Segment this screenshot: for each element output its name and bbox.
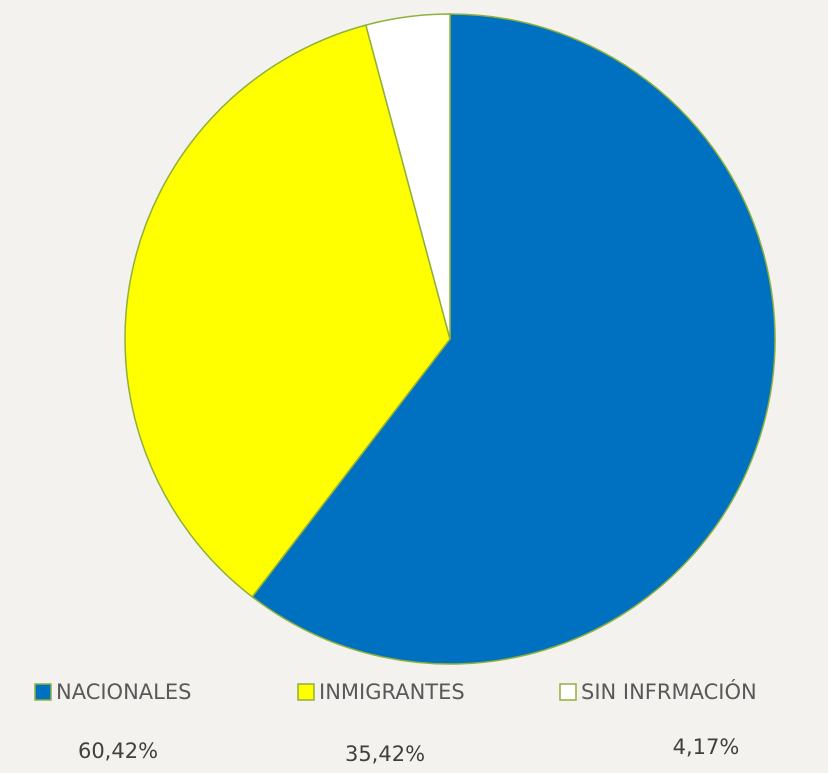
- legend-label: SIN INFRMACIÓN: [581, 679, 757, 704]
- pie-slice: [364, 13, 451, 340]
- value-label: 4,17%: [673, 735, 740, 759]
- legend-swatch: [34, 683, 52, 701]
- pie-slice: [251, 13, 776, 665]
- legend-swatch: [559, 683, 577, 701]
- legend-label: INMIGRANTES: [319, 680, 465, 704]
- legend-label: NACIONALES: [56, 680, 191, 704]
- legend-swatch: [297, 683, 315, 701]
- value-label: 35,42%: [345, 742, 425, 766]
- pie-slice: [124, 24, 451, 598]
- value-label: 60,42%: [78, 739, 158, 763]
